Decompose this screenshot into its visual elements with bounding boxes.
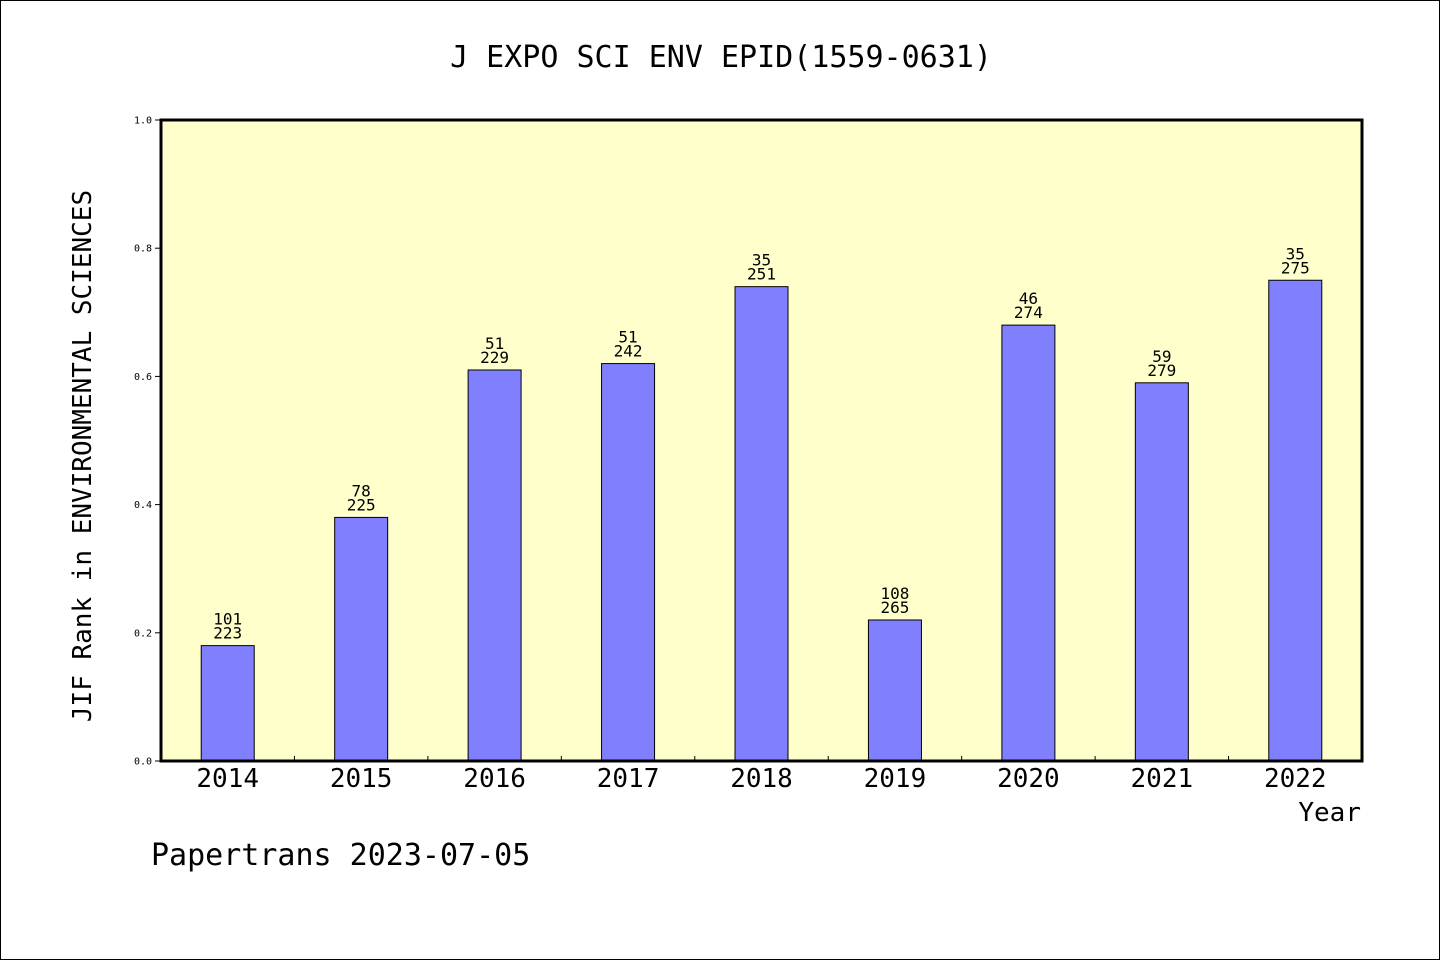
- x-tick-label-2019: 2019: [864, 764, 927, 794]
- footer-text: Papertrans 2023-07-05: [151, 838, 530, 873]
- bar-2014: [200, 645, 255, 762]
- x-tick-label-2018: 2018: [730, 764, 793, 794]
- y-tick-label: 0.2: [134, 628, 152, 639]
- bar-rank-label-2016: 51: [485, 334, 504, 353]
- x-tick-label-2021: 2021: [1131, 764, 1194, 794]
- bar-total-label-2014: 223: [213, 624, 242, 643]
- bar-2021: [1134, 382, 1189, 762]
- x-tick-label-2017: 2017: [597, 764, 660, 794]
- y-tick-label: 0.6: [134, 372, 152, 383]
- bar-2018: [734, 286, 789, 762]
- bar-total-label-2016: 229: [480, 348, 509, 367]
- x-axis-label: Year: [1298, 798, 1361, 828]
- y-axis-label: JIF Rank in ENVIRONMENTAL SCIENCES: [68, 190, 98, 722]
- y-tick-label: 1.0: [134, 116, 152, 127]
- y-axis-ticks: 0.0 0.2 0.4 0.6 0.8 1.0: [134, 116, 161, 768]
- bar-rank-label-2017: 51: [618, 328, 637, 347]
- bar-rank-label-2014: 101: [213, 610, 242, 629]
- bar-2020: [1001, 324, 1056, 762]
- x-tick-label-2020: 2020: [997, 764, 1060, 794]
- y-tick-label: 0.4: [134, 500, 152, 511]
- plot-border: [159, 118, 1364, 763]
- bar-rank-label-2018: 35: [752, 251, 771, 270]
- bar-2022: [1268, 279, 1323, 762]
- bar-2019: [867, 619, 922, 762]
- bar-rank-label-2022: 35: [1286, 244, 1305, 263]
- y-tick-label: 0.0: [134, 757, 152, 768]
- bar-2015: [334, 516, 389, 762]
- bar-total-label-2018: 251: [747, 265, 776, 284]
- bar-2017: [601, 363, 656, 762]
- bar-total-label-2015: 225: [347, 495, 376, 514]
- bar-total-label-2022: 275: [1281, 258, 1310, 277]
- bar-rank-label-2015: 78: [352, 481, 371, 500]
- x-tick-label-2022: 2022: [1264, 764, 1327, 794]
- bar-rank-label-2021: 59: [1152, 347, 1171, 366]
- bar-2016: [467, 369, 522, 762]
- x-tick-label-2016: 2016: [463, 764, 526, 794]
- bar-total-label-2020: 274: [1014, 303, 1043, 322]
- chart-title: J EXPO SCI ENV EPID(1559-0631): [450, 40, 992, 75]
- y-tick-label: 0.8: [134, 244, 152, 255]
- x-tick-label-2014: 2014: [196, 764, 259, 794]
- x-axis-ticks: 2014 2015 2016 2017 2018 2019 2020 2021 2022: [196, 756, 1327, 794]
- x-tick-label-2015: 2015: [330, 764, 393, 794]
- bar-rank-label-2020: 46: [1019, 289, 1038, 308]
- bar-total-label-2019: 265: [880, 598, 909, 617]
- bar-rank-label-2019: 108: [880, 584, 909, 603]
- bar-total-label-2021: 279: [1147, 361, 1176, 380]
- bars-group: 1012237822551229512423525110826546274592…: [200, 244, 1323, 762]
- bar-total-label-2017: 242: [614, 342, 643, 361]
